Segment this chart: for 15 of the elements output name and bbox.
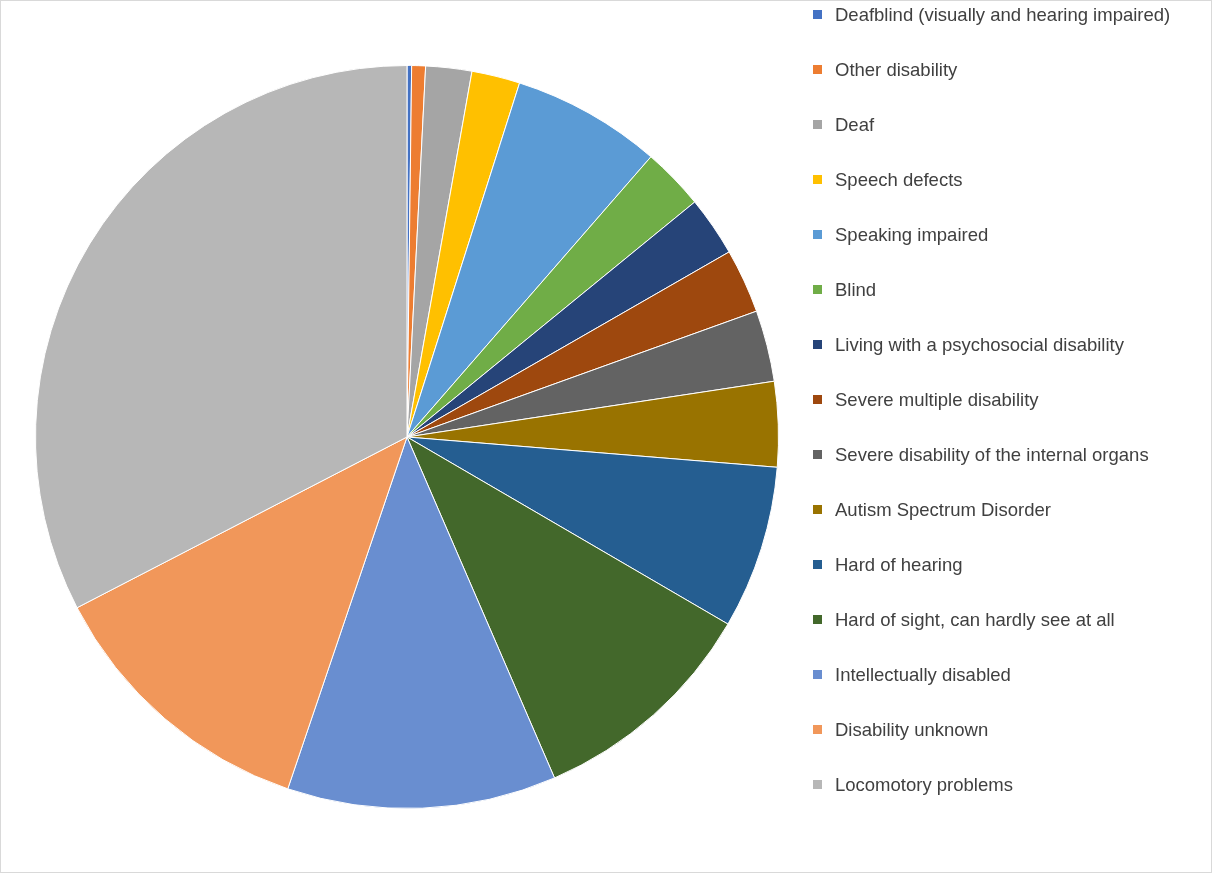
legend-label: Hard of hearing bbox=[835, 553, 964, 577]
legend-label: Severe disability of the internal organs bbox=[835, 443, 1150, 467]
legend-label: Blind bbox=[835, 278, 878, 302]
legend-label: Intellectually disabled bbox=[835, 663, 1012, 687]
legend-label: Autism Spectrum Disorder bbox=[835, 498, 1052, 522]
legend-label: Other disability bbox=[835, 58, 959, 82]
legend-label: Hard of sight, can hardly see at all bbox=[835, 608, 1116, 632]
legend-label: Speaking impaired bbox=[835, 223, 990, 247]
legend-label: Deaf bbox=[835, 113, 876, 137]
legend-label: Living with a psychosocial disability bbox=[835, 333, 1125, 357]
legend-label: Deafblind (visually and hearing impaired) bbox=[835, 3, 1172, 27]
legend-label: Severe multiple disability bbox=[835, 388, 1040, 412]
legend-label: Speech defects bbox=[835, 168, 964, 192]
legend-label: Locomotory problems bbox=[835, 773, 1014, 797]
legend-label: Disability unknown bbox=[835, 718, 990, 742]
